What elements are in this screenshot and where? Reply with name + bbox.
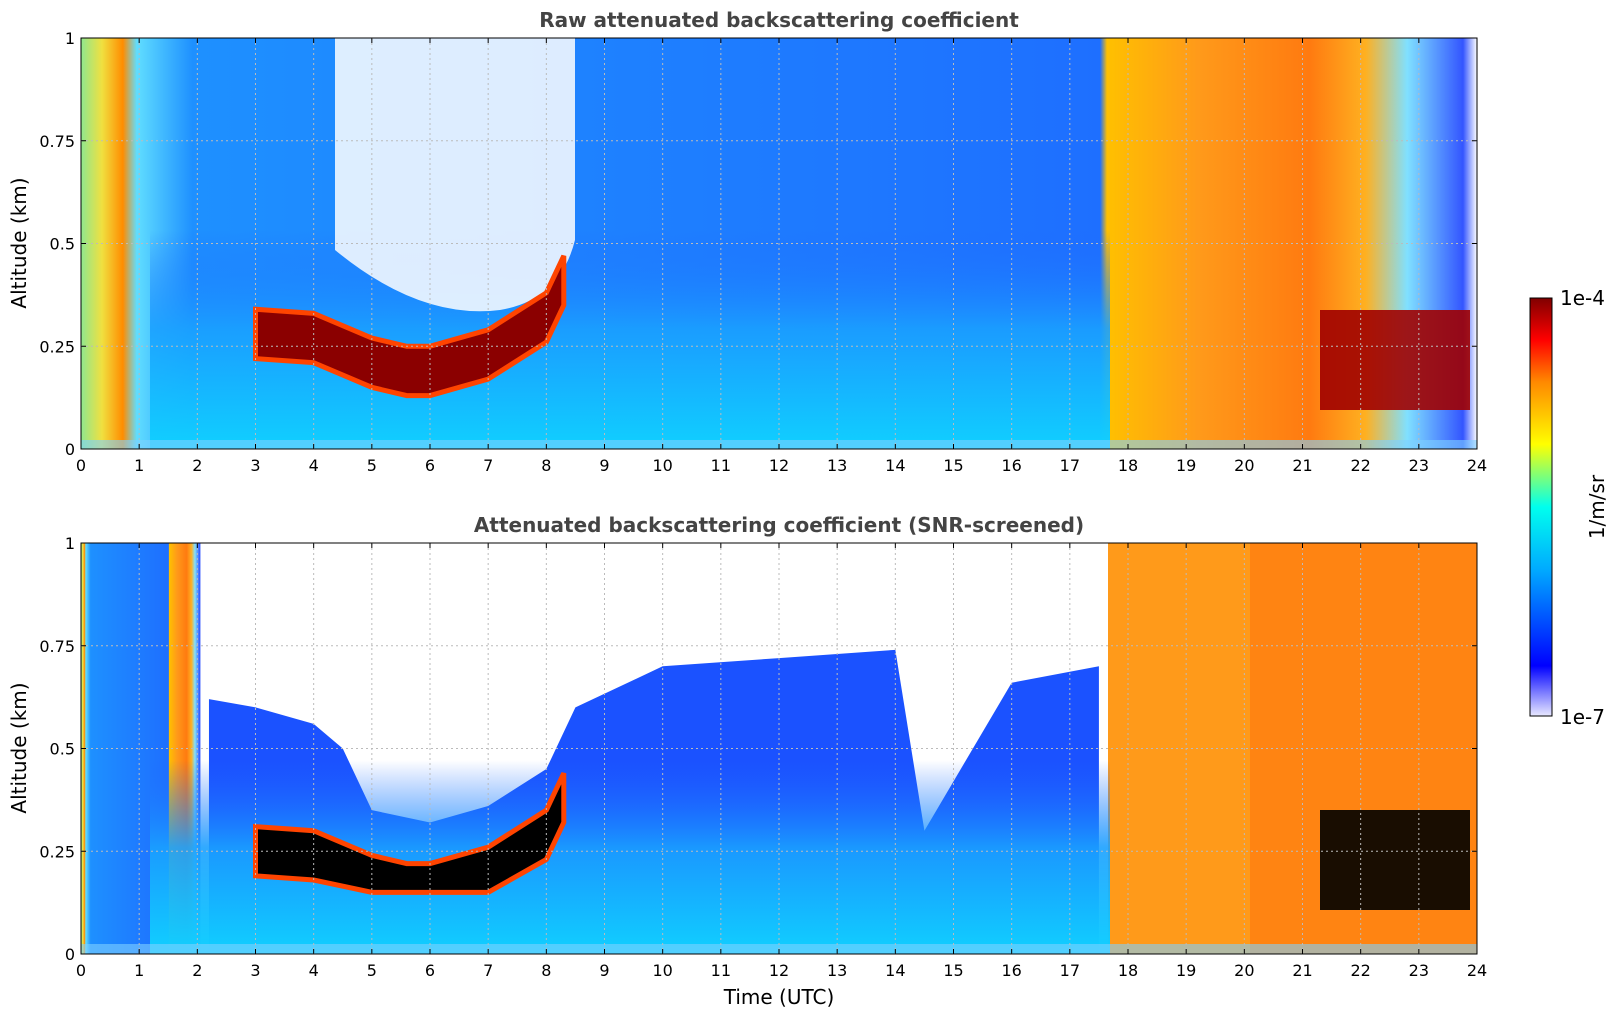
x-tick-label: 15 (943, 961, 963, 980)
raw-backscatter-panel: 0 1 2 3 4 5 6 7 8 9 10 11 12 13 14 15 16 17 18 19 20 21 22 23 24… (7, 8, 1487, 475)
screened-late-layer (1320, 810, 1470, 910)
x-tick-label: 13 (827, 961, 847, 980)
y-tick-label: 0 (65, 945, 75, 964)
x-tick-label: 5 (367, 456, 377, 475)
x-tick-label: 12 (769, 961, 789, 980)
y-tick-label: 0 (65, 440, 75, 459)
x-tick-label: 0 (76, 961, 86, 980)
screened-heatmap (81, 543, 1477, 954)
x-tick-label: 14 (885, 456, 905, 475)
raw-noise-region (335, 38, 575, 312)
screened-backscatter-panel: 0 1 2 3 4 5 6 7 8 9 10 11 12 13 14 15 16 17 18 19 20 21 22 23 24… (7, 513, 1487, 1009)
y-tick-label: 1 (65, 29, 75, 48)
y-tick-label: 0.25 (39, 337, 75, 356)
x-tick-label: 23 (1409, 961, 1429, 980)
screened-y-ticks: 0 0.25 0.5 0.75 1 (39, 534, 1477, 964)
x-tick-label: 2 (192, 961, 202, 980)
x-tick-label: 13 (827, 456, 847, 475)
x-tick-label: 11 (711, 961, 731, 980)
y-tick-label: 1 (65, 534, 75, 553)
colorbar-max-label: 1e-4 (1560, 286, 1605, 310)
x-tick-label: 1 (134, 961, 144, 980)
x-tick-label: 3 (250, 456, 260, 475)
x-tick-label: 22 (1350, 456, 1370, 475)
x-tick-label: 4 (309, 456, 319, 475)
raw-late-layer (1320, 310, 1470, 410)
x-tick-label: 16 (1001, 456, 1021, 475)
x-tick-label: 12 (769, 456, 789, 475)
x-tick-label: 4 (309, 961, 319, 980)
x-tick-label: 14 (885, 961, 905, 980)
x-tick-label: 6 (425, 961, 435, 980)
x-tick-label: 18 (1118, 961, 1138, 980)
raw-grid (81, 38, 1477, 449)
screened-grid (81, 543, 1477, 954)
x-tick-label: 8 (541, 961, 551, 980)
x-tick-label: 10 (652, 456, 672, 475)
x-tick-label: 15 (943, 456, 963, 475)
raw-x-ticks: 0 1 2 3 4 5 6 7 8 9 10 11 12 13 14 15 16 17 18 19 20 21 22 23 24 (76, 38, 1487, 475)
colorbar-gradient (1529, 297, 1553, 717)
x-tick-label: 20 (1234, 961, 1254, 980)
x-tick-label: 23 (1409, 456, 1429, 475)
colorbar-min-label: 1e-7 (1560, 705, 1605, 729)
x-tick-label: 7 (483, 456, 493, 475)
x-tick-label: 19 (1176, 456, 1196, 475)
y-tick-label: 0.75 (39, 637, 75, 656)
x-tick-label: 20 (1234, 456, 1254, 475)
screened-chart-title: Attenuated backscattering coefficient (S… (474, 513, 1084, 537)
x-tick-label: 3 (250, 961, 260, 980)
colorbar: 1e-4 1e-7 1/m/sr (1529, 286, 1609, 729)
screened-x-ticks: 0 1 2 3 4 5 6 7 8 9 10 11 12 13 14 15 16 17 18 19 20 21 22 23 24 (76, 543, 1487, 980)
x-tick-label: 17 (1060, 961, 1080, 980)
x-tick-label: 16 (1001, 961, 1021, 980)
x-tick-label: 9 (599, 456, 609, 475)
x-tick-label: 9 (599, 961, 609, 980)
raw-chart-title: Raw attenuated backscattering coefficien… (539, 8, 1019, 32)
x-tick-label: 2 (192, 456, 202, 475)
x-tick-label: 8 (541, 456, 551, 475)
raw-y-ticks: 0 0.25 0.5 0.75 1 (39, 29, 1477, 459)
x-tick-label: 11 (711, 456, 731, 475)
raw-y-axis-label: Altitude (km) (7, 177, 31, 308)
x-tick-label: 10 (652, 961, 672, 980)
x-axis-label: Time (UTC) (723, 985, 835, 1009)
x-tick-label: 6 (425, 456, 435, 475)
y-tick-label: 0.75 (39, 132, 75, 151)
raw-aerosol-layer (253, 254, 567, 399)
x-tick-label: 24 (1467, 456, 1487, 475)
y-tick-label: 0.25 (39, 842, 75, 861)
colorbar-label: 1/m/sr (1585, 474, 1609, 539)
x-tick-label: 21 (1292, 456, 1312, 475)
x-tick-label: 5 (367, 961, 377, 980)
x-tick-label: 19 (1176, 961, 1196, 980)
screened-aerosol-layer (253, 772, 567, 895)
x-tick-label: 18 (1118, 456, 1138, 475)
x-tick-label: 7 (483, 961, 493, 980)
x-tick-label: 1 (134, 456, 144, 475)
screened-y-axis-label: Altitude (km) (7, 682, 31, 813)
x-tick-label: 21 (1292, 961, 1312, 980)
x-tick-label: 24 (1467, 961, 1487, 980)
x-tick-label: 0 (76, 456, 86, 475)
x-tick-label: 22 (1350, 961, 1370, 980)
y-tick-label: 0.5 (50, 740, 75, 759)
y-tick-label: 0.5 (50, 235, 75, 254)
x-tick-label: 17 (1060, 456, 1080, 475)
